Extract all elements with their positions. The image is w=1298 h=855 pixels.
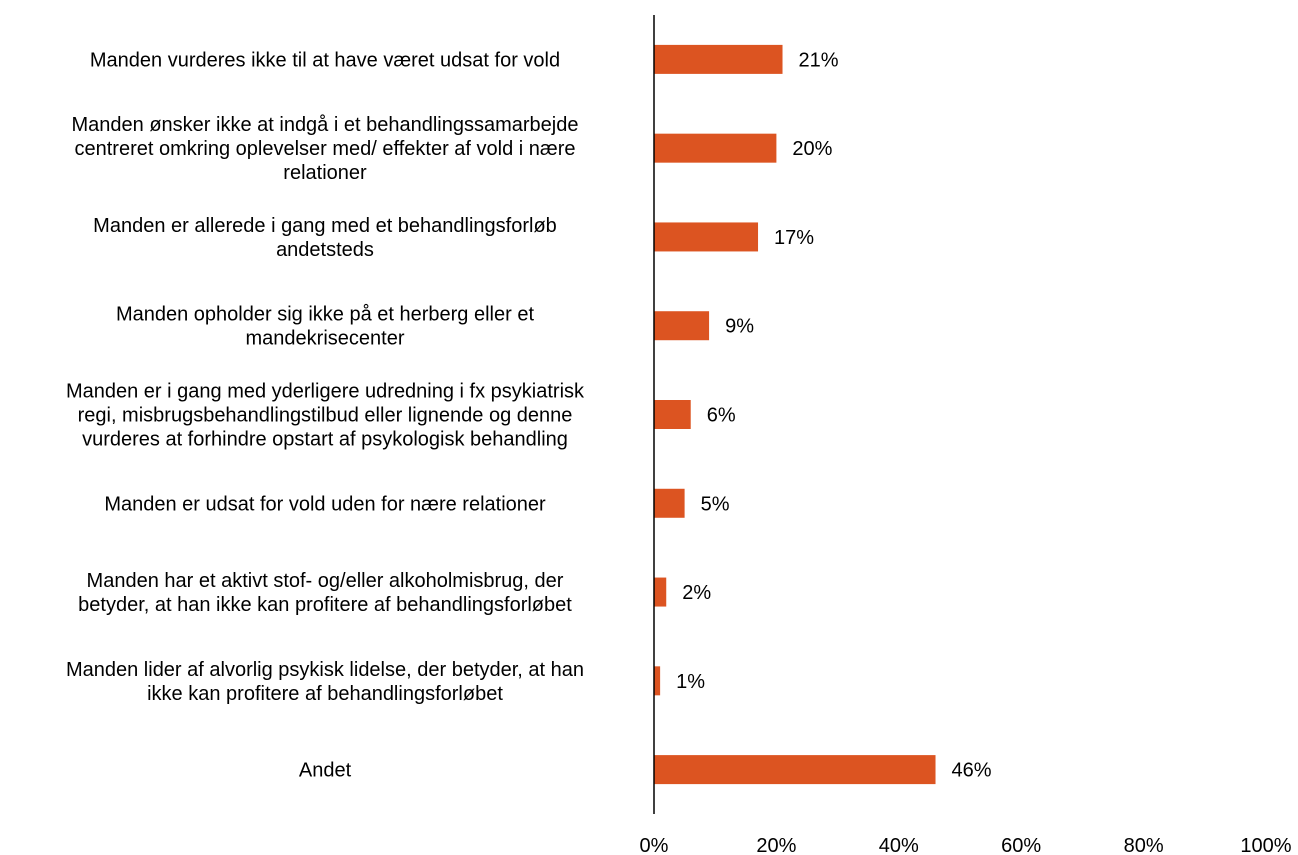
category-label: Manden opholder sig ikke på et herberg e… [116, 304, 534, 350]
data-label: 17% [774, 227, 814, 249]
x-tick-label: 20% [756, 835, 796, 855]
bar [654, 311, 710, 341]
category-label-line: ikke kan profitere af behandlingsforløbe… [147, 683, 503, 705]
data-label: 5% [701, 493, 730, 515]
category-label-line: relationer [283, 162, 367, 184]
data-label: 21% [799, 49, 839, 71]
data-label: 46% [952, 760, 992, 782]
category-label-line: Manden har et aktivt stof- og/eller alko… [87, 570, 564, 592]
category-label-line: Manden ønsker ikke at indgå i et behandl… [72, 114, 579, 136]
data-label: 20% [792, 138, 832, 160]
category-label-line: Manden er i gang med yderligere udrednin… [66, 381, 585, 403]
category-label: Manden er allerede i gang med et behandl… [93, 215, 557, 261]
bar [654, 666, 661, 696]
data-label: 1% [676, 671, 705, 693]
x-tick-label: 100% [1240, 835, 1291, 855]
x-tick-label: 80% [1124, 835, 1164, 855]
category-label: Manden er i gang med yderligere udrednin… [66, 381, 585, 451]
bar [654, 577, 667, 607]
category-label: Andet [299, 760, 352, 782]
bar [654, 400, 691, 429]
data-label: 2% [682, 582, 711, 604]
category-label-line: vurderes at forhindre opstart af psykolo… [82, 429, 568, 451]
category-label-line: Andet [299, 760, 352, 782]
bar [654, 488, 685, 518]
category-label-line: Manden vurderes ikke til at have været u… [90, 49, 560, 71]
data-label: 9% [725, 316, 754, 338]
x-tick-label: 60% [1001, 835, 1041, 855]
category-label-line: regi, misbrugsbehandlingstilbud eller li… [78, 405, 573, 427]
category-label: Manden ønsker ikke at indgå i et behandl… [72, 114, 579, 184]
category-label-line: Manden lider af alvorlig psykisk lidelse… [66, 659, 584, 681]
category-label: Manden er udsat for vold uden for nære r… [104, 493, 546, 515]
category-label-line: andetsteds [276, 239, 374, 261]
value-labels: 21% 20% 17% 9% 6% 5% 2% 1% 46% [676, 49, 992, 781]
category-label-line: betyder, at han ikke kan profitere af be… [78, 594, 572, 616]
category-label-line: mandekrisecenter [246, 328, 405, 350]
category-labels: Manden vurderes ikke til at have været u… [66, 49, 585, 781]
category-label: Manden vurderes ikke til at have været u… [90, 49, 560, 71]
data-label: 6% [707, 405, 736, 427]
x-tick-label: 40% [879, 835, 919, 855]
bars [654, 44, 936, 785]
bar [654, 755, 936, 785]
category-label-line: Manden er allerede i gang med et behandl… [93, 215, 557, 237]
bar [654, 133, 777, 163]
category-label: Manden har et aktivt stof- og/eller alko… [78, 570, 572, 616]
category-label: Manden lider af alvorlig psykisk lidelse… [66, 659, 584, 705]
x-axis-tick-labels: 0% 20% 40% 60% 80% 100% [640, 835, 1292, 855]
category-label-line: Manden er udsat for vold uden for nære r… [104, 493, 546, 515]
bar [654, 44, 783, 74]
category-label-line: Manden opholder sig ikke på et herberg e… [116, 304, 534, 326]
bar [654, 222, 759, 252]
category-label-line: centreret omkring oplevelser med/ effekt… [75, 138, 576, 160]
x-tick-label: 0% [640, 835, 669, 855]
